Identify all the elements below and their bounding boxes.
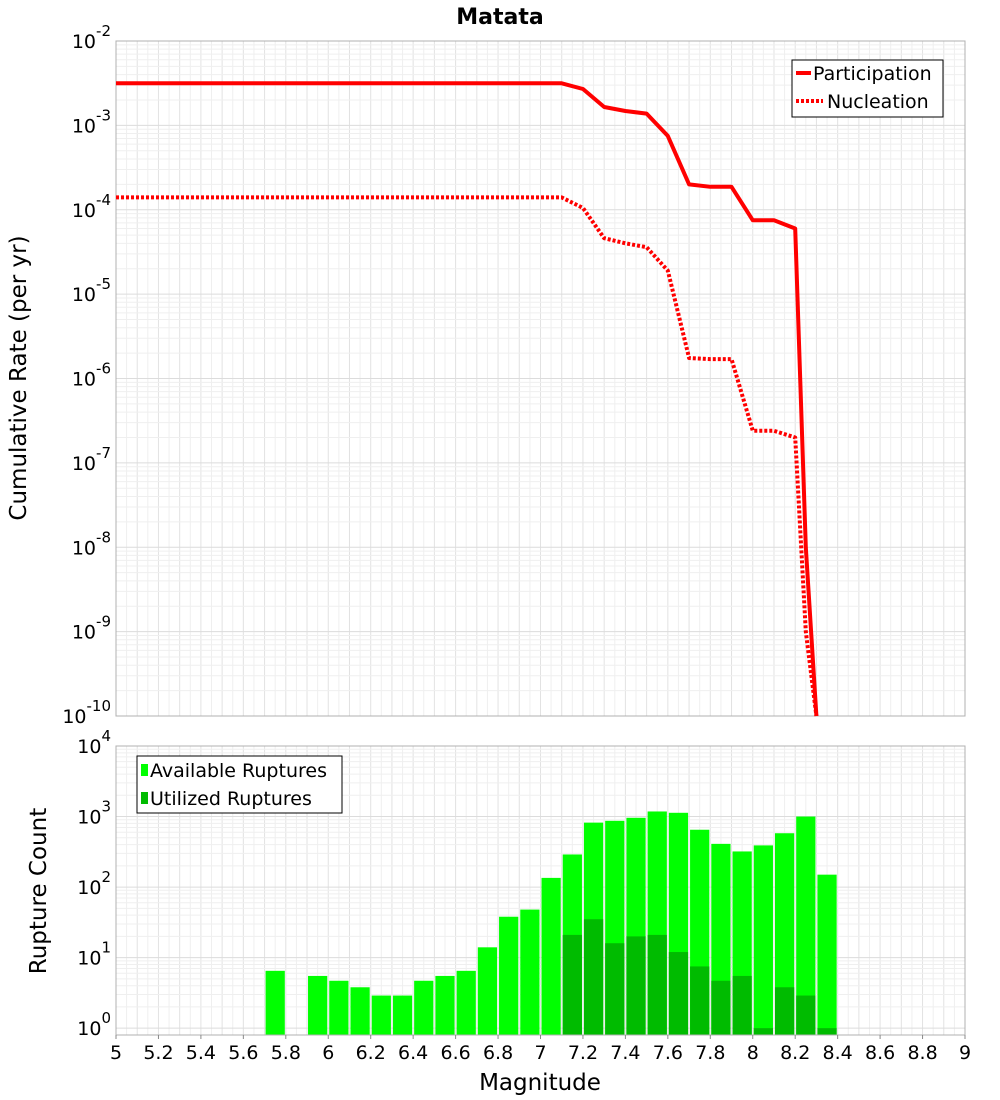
bar-utilized xyxy=(668,952,689,1035)
bar-utilized xyxy=(647,934,667,1035)
bottom-y-tick-label: 100 xyxy=(77,1009,111,1040)
bottom-panel-y-ticks: 104 103 102 101 100 xyxy=(77,727,111,1040)
bar-available xyxy=(796,816,816,1035)
bar-available xyxy=(477,947,498,1035)
bar-available xyxy=(817,874,837,1035)
bottom-y-tick-label: 104 xyxy=(77,727,111,758)
series-line-nucleation xyxy=(116,195,819,717)
chart-title: Matata xyxy=(456,5,543,30)
top-y-tick-label: 10-3 xyxy=(72,106,111,137)
bar-available xyxy=(456,970,476,1035)
x-tick-label: 6.6 xyxy=(440,1042,470,1064)
x-tick-label: 5.6 xyxy=(228,1042,258,1064)
bar-available xyxy=(435,975,455,1035)
bottom-y-tick-label: 102 xyxy=(77,868,111,899)
x-tick-label: 6 xyxy=(322,1042,334,1064)
bottom-legend: Available Ruptures Utilized Ruptures xyxy=(136,755,343,814)
legend-utilized-label: Utilized Ruptures xyxy=(150,788,312,810)
bottom-legend-box xyxy=(136,755,343,814)
bar-available xyxy=(753,845,773,1035)
x-tick-label: 7.2 xyxy=(568,1042,598,1064)
x-tick-label: 8.8 xyxy=(907,1042,937,1064)
bar-available xyxy=(520,909,540,1035)
x-tick-label: 8.2 xyxy=(780,1042,810,1064)
legend-utilized-swatch xyxy=(141,792,148,804)
x-tick-label: 7 xyxy=(534,1042,546,1064)
x-tick-label: 5.2 xyxy=(143,1042,173,1064)
top-panel-frame xyxy=(115,40,966,717)
x-tick-label: 7.8 xyxy=(695,1042,725,1064)
bar-utilized xyxy=(626,936,646,1035)
bar-utilized xyxy=(605,943,625,1035)
top-legend-box xyxy=(791,59,944,118)
x-tick-label: 7.4 xyxy=(610,1042,640,1064)
bar-available xyxy=(414,980,434,1035)
x-axis-label: Magnitude xyxy=(479,1070,601,1096)
bar-available xyxy=(329,980,349,1035)
top-y-tick-label: 10-10 xyxy=(62,697,111,728)
bar-utilized xyxy=(774,987,795,1035)
bar-available xyxy=(392,995,413,1035)
bottom-panel-bars xyxy=(265,811,837,1035)
bar-utilized xyxy=(583,919,604,1035)
x-tick-label: 5.4 xyxy=(186,1042,216,1064)
top-y-tick-label: 10-6 xyxy=(72,360,111,391)
top-panel-series xyxy=(116,81,819,717)
legend-available-swatch xyxy=(141,764,148,776)
bar-utilized xyxy=(732,975,752,1035)
top-y-tick-label: 10-7 xyxy=(72,444,111,475)
bar-available xyxy=(499,916,519,1035)
top-panel-y-ticks: 10-2 10-3 10-4 10-5 10-6 10-7 10-8 10-9 10-10 xyxy=(62,22,111,728)
bar-available xyxy=(541,877,561,1035)
bar-utilized xyxy=(562,934,582,1035)
top-y-tick-label: 10-5 xyxy=(72,275,111,306)
top-panel-grid xyxy=(115,41,966,717)
series-line-participation xyxy=(116,81,819,717)
x-tick-label: 6.8 xyxy=(483,1042,513,1064)
legend-available-label: Available Ruptures xyxy=(150,760,327,782)
bottom-y-axis-label: Rupture Count xyxy=(26,808,52,974)
top-y-tick-label: 10-9 xyxy=(72,613,111,644)
bar-available xyxy=(350,987,370,1035)
bar-utilized xyxy=(796,995,816,1035)
legend-participation-label: Participation xyxy=(813,63,932,85)
x-tick-label: 7.6 xyxy=(653,1042,683,1064)
x-tick-label: 6.2 xyxy=(356,1042,386,1064)
x-tick-label: 6.4 xyxy=(398,1042,428,1064)
x-tick-label: 9 xyxy=(959,1042,971,1064)
bar-available xyxy=(308,975,328,1035)
top-y-tick-label: 10-2 xyxy=(72,22,111,53)
bar-available xyxy=(371,995,391,1035)
x-tick-label: 5 xyxy=(110,1042,122,1064)
legend-nucleation-label: Nucleation xyxy=(827,91,929,113)
bar-available xyxy=(265,970,285,1035)
x-tick-label: 5.8 xyxy=(271,1042,301,1064)
bottom-y-tick-label: 103 xyxy=(77,798,111,829)
bar-available xyxy=(774,833,795,1035)
top-y-axis-label: Cumulative Rate (per yr) xyxy=(6,235,32,520)
bar-utilized xyxy=(711,980,731,1035)
top-legend: Participation Nucleation xyxy=(791,59,944,118)
x-tick-label: 8 xyxy=(747,1042,759,1064)
x-tick-label: 8.4 xyxy=(823,1042,853,1064)
bar-utilized xyxy=(817,1028,837,1035)
top-y-tick-label: 10-8 xyxy=(72,528,111,559)
x-tick-label: 8.6 xyxy=(865,1042,895,1064)
top-y-tick-label: 10-4 xyxy=(72,191,111,222)
bottom-panel-x-ticks: 5 5.2 5.4 5.6 5.8 6 6.2 6.4 6.6 6.8 7 7.2 7.4 7.6 7.8 8… xyxy=(110,1035,971,1064)
bar-utilized xyxy=(753,1028,773,1035)
bar-utilized xyxy=(690,966,710,1035)
bottom-y-tick-label: 101 xyxy=(77,939,111,970)
